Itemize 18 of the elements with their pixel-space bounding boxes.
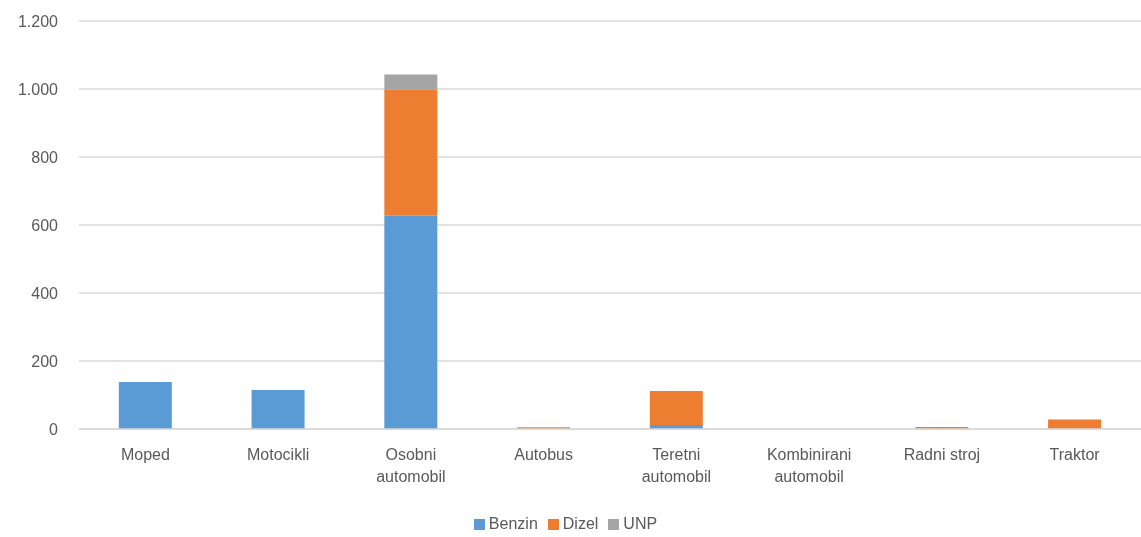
y-tick-label: 800	[31, 148, 59, 166]
x-tick-label: Radni stroj	[903, 446, 981, 464]
y-tick-label: 200	[31, 352, 59, 370]
y-tick-label: 400	[31, 284, 59, 302]
x-tick-label: Teretni automobil	[641, 446, 712, 486]
x-tick-label: Moped	[120, 446, 170, 464]
x-tick-label: Kombinirani automobil	[766, 446, 852, 486]
x-tick-label: Motocikli	[247, 446, 310, 464]
legend-label: UNP	[623, 515, 658, 532]
y-tick-label: 0	[49, 420, 59, 438]
legend-label: Dizel	[562, 515, 599, 532]
legend-label: Benzin	[488, 515, 538, 532]
y-tick-label: 1.200	[17, 12, 59, 30]
y-tick-label: 1.000	[17, 80, 59, 98]
x-tick-label: Osobni automobil	[376, 446, 446, 486]
x-tick-label: Traktor	[1049, 446, 1101, 464]
x-tick-label: Autobus	[514, 446, 573, 464]
y-tick-label: 600	[31, 216, 59, 234]
